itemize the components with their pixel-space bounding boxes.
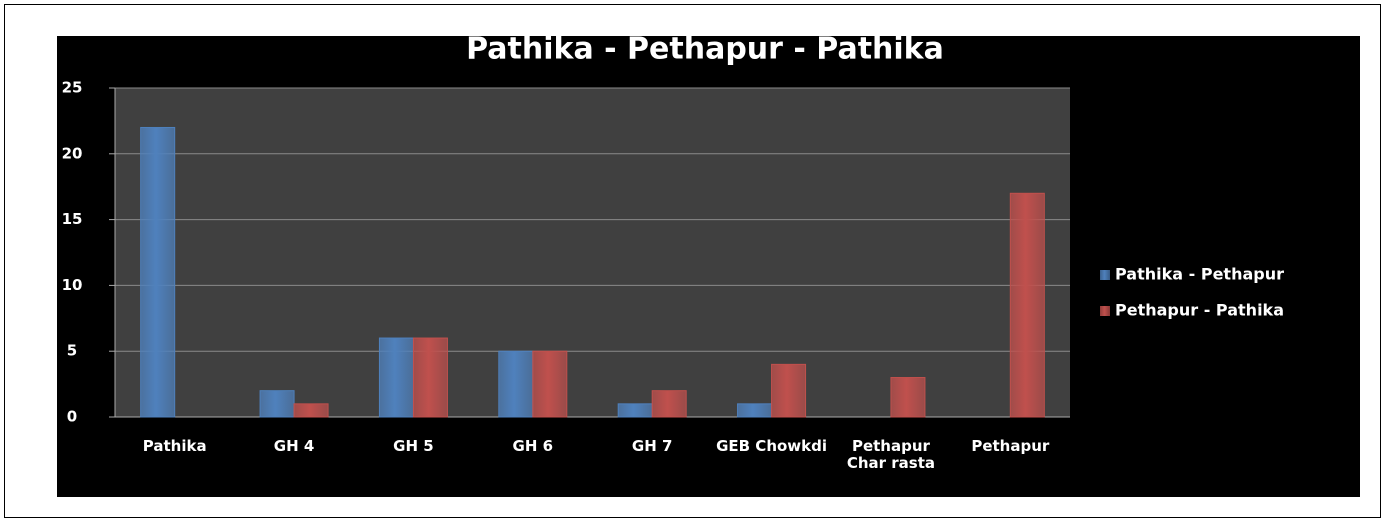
x-tick-label: GH 4 [273, 437, 315, 455]
bar [617, 403, 653, 418]
y-tick-label: 15 [62, 210, 83, 228]
y-tick-label: 0 [67, 408, 77, 426]
bar [259, 390, 295, 418]
plot-area [115, 88, 1070, 417]
x-tick-label: Pethapur Char rasta [846, 437, 936, 472]
chart-title: Pathika - Pethapur - Pathika [466, 32, 944, 67]
bar [771, 363, 807, 418]
legend-swatch [1100, 270, 1110, 280]
x-tick-label: GEB Chowkdi [716, 437, 828, 455]
y-tick-label: 25 [62, 79, 83, 97]
legend-swatch [1100, 306, 1110, 316]
bar [737, 403, 773, 418]
bar [140, 126, 176, 418]
bar [378, 337, 414, 418]
y-tick-label: 20 [62, 144, 83, 162]
x-tick-label: GH 6 [512, 437, 554, 455]
bar [890, 377, 926, 418]
bar [412, 337, 448, 418]
y-tick-label: 10 [62, 276, 83, 294]
bar [1009, 192, 1045, 418]
legend-label: Pathika - Pethapur [1115, 265, 1284, 284]
bar [498, 350, 534, 418]
y-tick-label: 5 [67, 342, 77, 360]
bar [293, 403, 329, 418]
x-tick-label: Pethapur [971, 437, 1050, 455]
bar [651, 390, 687, 418]
x-tick-label: GH 5 [393, 437, 434, 455]
bar [532, 350, 568, 418]
x-tick-label: GH 7 [631, 437, 673, 455]
x-tick-label: Pathika [142, 437, 207, 455]
frame [4, 4, 1381, 518]
legend-label: Pethapur - Pathika [1115, 301, 1284, 320]
